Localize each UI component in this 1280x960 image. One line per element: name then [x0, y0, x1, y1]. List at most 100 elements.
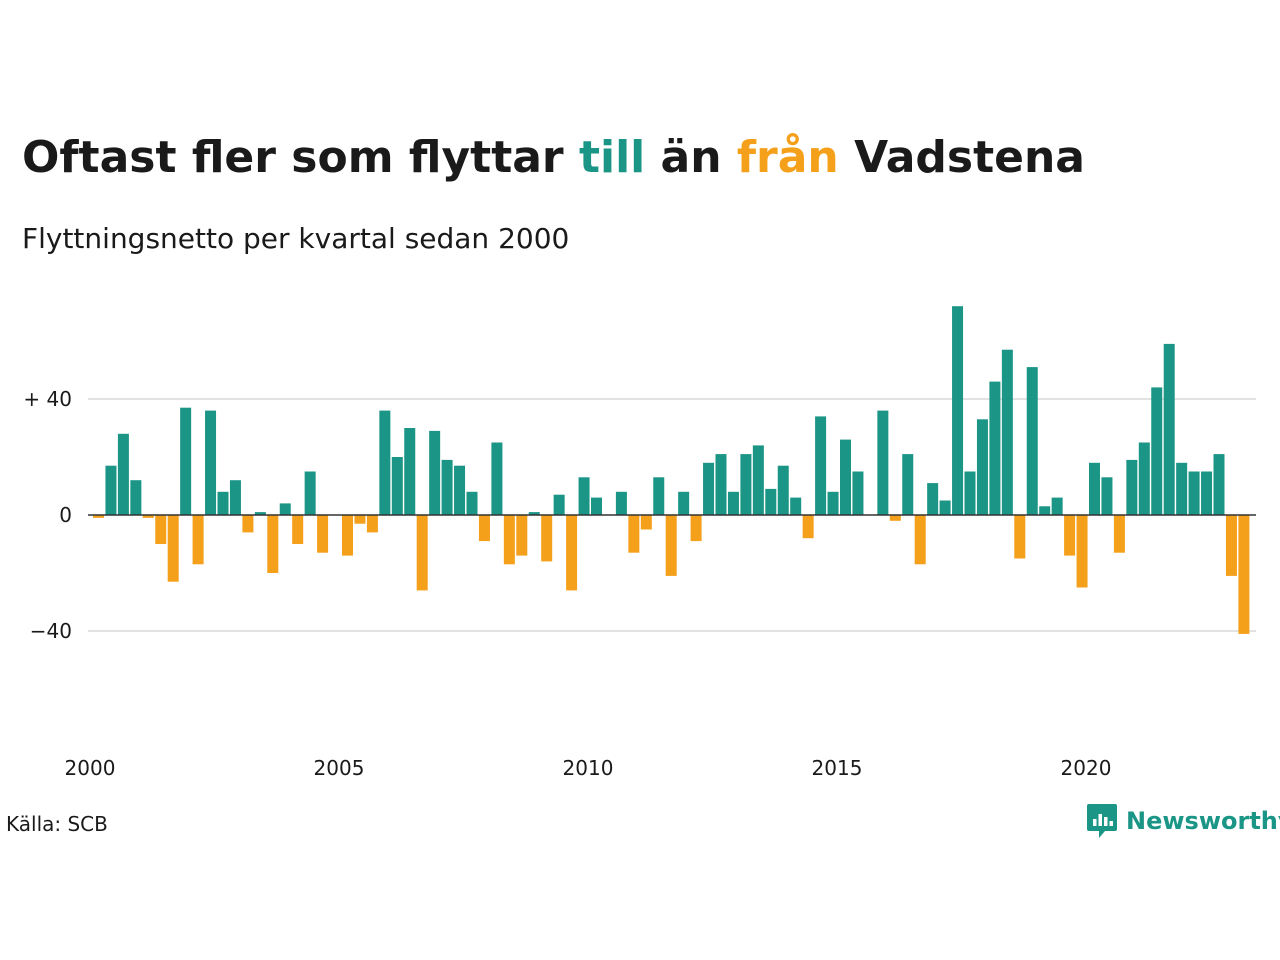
bar-positive: [578, 477, 590, 515]
title-part-2: än: [645, 132, 737, 183]
bar-positive: [441, 459, 453, 515]
bar-positive: [466, 491, 478, 515]
bar-positive: [528, 512, 540, 515]
bar-negative: [516, 515, 528, 556]
bar-positive: [1051, 497, 1063, 515]
bar-positive: [615, 491, 627, 515]
bar-positive: [304, 471, 316, 515]
bar-negative: [566, 515, 578, 591]
bar-positive: [1001, 349, 1013, 515]
bar-positive: [105, 465, 117, 515]
bar-positive: [229, 480, 241, 515]
bar-positive: [765, 488, 777, 515]
bar-positive: [815, 416, 827, 515]
bar-negative: [342, 515, 353, 556]
bar-positive: [404, 428, 416, 515]
bar-negative: [478, 515, 490, 542]
bar-positive: [989, 381, 1001, 515]
bar-negative: [541, 515, 553, 562]
bar-positive: [852, 471, 864, 515]
bar-positive: [740, 454, 752, 515]
bar-positive: [205, 410, 217, 515]
bar-negative: [1064, 515, 1076, 556]
bar-negative: [1225, 515, 1237, 576]
bar-negative: [1076, 515, 1088, 588]
bar-positive: [491, 442, 503, 515]
bar-positive: [952, 306, 964, 515]
y-tick-label: + 40: [23, 387, 72, 411]
bar-positive: [130, 480, 142, 515]
newsworthy-wordmark: Newsworthy: [1126, 807, 1280, 835]
title-part-1: Oftast fler som flyttar: [22, 132, 579, 183]
bar-positive: [653, 477, 665, 515]
bar-negative: [690, 515, 702, 542]
bar-negative: [1113, 515, 1125, 553]
newsworthy-chart-bubble-icon: [1087, 804, 1117, 838]
newsworthy-logo: Newsworthy: [1086, 802, 1280, 840]
bar-positive: [379, 410, 391, 515]
bar-negative: [416, 515, 428, 591]
bar-negative: [1238, 515, 1250, 634]
bar-positive: [1089, 462, 1100, 515]
bar-positive: [1188, 471, 1200, 515]
bar-positive: [117, 433, 129, 515]
bar-negative: [628, 515, 640, 553]
bar-positive: [678, 491, 690, 515]
bar-positive: [877, 410, 889, 515]
x-tick-label: 2000: [65, 756, 116, 780]
bar-positive: [1126, 459, 1138, 515]
bar-positive: [939, 500, 951, 515]
bar-positive: [1201, 471, 1213, 515]
title-highlight-till: till: [578, 132, 646, 183]
bar-positive: [217, 491, 229, 515]
source-note: Källa: SCB: [6, 812, 108, 836]
bar-positive: [902, 454, 914, 515]
bar-negative: [142, 515, 154, 518]
bar-positive: [703, 462, 715, 515]
title-highlight-fran: från: [736, 132, 839, 183]
bar-negative: [1014, 515, 1026, 559]
bar-negative: [242, 515, 254, 533]
bar-positive: [1101, 477, 1113, 515]
bar-negative: [155, 515, 167, 544]
bar-positive: [1138, 442, 1150, 515]
bar-positive: [727, 491, 739, 515]
chart-title: Oftast fler som flyttar till än från Vad…: [22, 132, 1085, 183]
bar-negative: [503, 515, 515, 565]
bar-negative: [292, 515, 304, 544]
bar-negative: [640, 515, 652, 530]
bar-positive: [1039, 506, 1051, 515]
bar-positive: [591, 497, 602, 515]
bar-positive: [1026, 367, 1038, 515]
x-tick-label: 2010: [563, 756, 614, 780]
title-part-3: Vadstena: [838, 132, 1085, 183]
x-tick-label: 2005: [314, 756, 365, 780]
bar-positive: [454, 465, 466, 515]
y-tick-label: −40: [30, 619, 72, 643]
bar-chart: + 40 0 −40 2000 2005 2010 2015 2020: [23, 306, 1256, 780]
bar-positive: [180, 407, 192, 515]
bar-negative: [267, 515, 279, 573]
bar-negative: [167, 515, 179, 582]
bar-positive: [553, 494, 565, 515]
x-tick-label: 2020: [1061, 756, 1112, 780]
bar-negative: [665, 515, 677, 576]
bar-positive: [927, 483, 939, 515]
bar-positive: [254, 512, 266, 515]
bar-positive: [777, 465, 789, 515]
bar-negative: [354, 515, 366, 524]
bar-positive: [790, 497, 802, 515]
bar-positive: [279, 503, 291, 515]
bar-positive: [752, 445, 764, 515]
chart-subtitle: Flyttningsnetto per kvartal sedan 2000: [22, 222, 570, 255]
bar-positive: [1213, 454, 1225, 515]
x-tick-label: 2015: [812, 756, 863, 780]
bar-negative: [192, 515, 204, 565]
bar-positive: [840, 439, 851, 515]
bar-positive: [429, 430, 441, 515]
bar-positive: [1151, 387, 1163, 515]
bar-negative: [914, 515, 926, 565]
bar-positive: [827, 491, 839, 515]
bar-positive: [715, 454, 727, 515]
y-tick-label: 0: [59, 503, 72, 527]
